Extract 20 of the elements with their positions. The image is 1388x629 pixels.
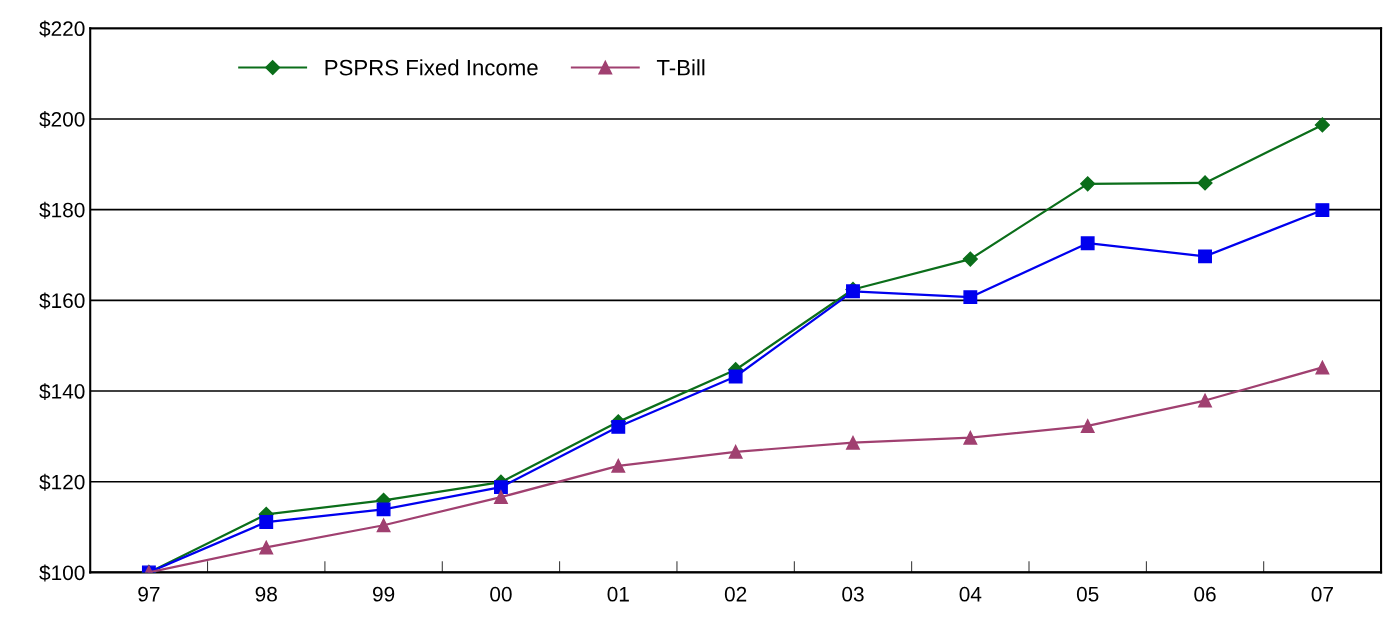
x-tick-label: 07	[1311, 586, 1333, 602]
y-tick-label: $180	[39, 201, 85, 219]
y-tick-label: $120	[39, 473, 85, 491]
x-tick-label: 06	[1194, 586, 1216, 602]
legend-label: T-Bill	[656, 59, 705, 76]
y-tick-label: $100	[39, 564, 85, 582]
y-tick-label: $140	[39, 383, 85, 401]
x-tick-label: 05	[1076, 586, 1099, 602]
y-tick-label: $160	[39, 292, 85, 310]
x-tick-label: 99	[372, 586, 395, 602]
x-tick-label: 01	[607, 586, 629, 602]
legend-label: PSPRS Fixed Income	[325, 59, 538, 76]
x-tick-label: 98	[255, 586, 277, 602]
y-tick-label: $220	[39, 20, 85, 38]
x-tick-label: 04	[959, 586, 982, 602]
x-tick-label: 97	[138, 586, 160, 602]
x-tick-label: 00	[490, 586, 512, 602]
x-tick-label: 02	[724, 586, 747, 602]
x-tick-label: 03	[842, 586, 864, 602]
y-tick-label: $200	[39, 111, 85, 128]
